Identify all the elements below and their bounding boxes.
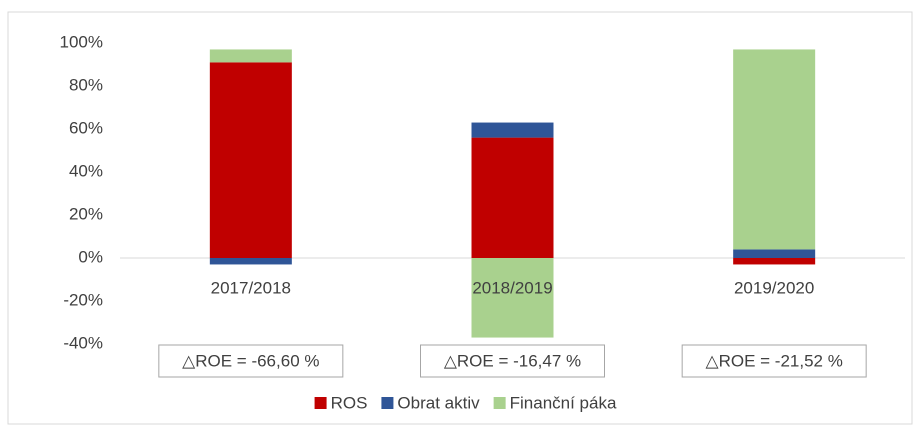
y-tick-label: 20%	[69, 204, 103, 223]
bar-segment	[471, 122, 554, 138]
legend-swatch	[381, 397, 394, 409]
legend-swatch	[314, 397, 327, 409]
bar-segment	[471, 258, 554, 338]
y-tick-label: 60%	[69, 118, 103, 137]
bar-segment	[733, 258, 816, 265]
legend-label: ROS	[331, 393, 368, 412]
y-tick-label: 0%	[78, 247, 103, 266]
bar-segment	[733, 249, 816, 258]
y-tick-label: -40%	[63, 333, 103, 352]
legend-label: Obrat aktiv	[397, 393, 480, 412]
annotation-box	[681, 344, 867, 378]
y-tick-label: 80%	[69, 75, 103, 94]
bar-segment	[209, 49, 292, 63]
annotation-box	[158, 344, 344, 378]
x-tick-label: 2019/2020	[734, 278, 814, 297]
legend-swatch	[493, 397, 506, 409]
bar-segment	[209, 62, 292, 258]
annotation: △ROE = -16,47 %	[444, 351, 581, 370]
annotation-box	[420, 344, 605, 378]
bar-segment	[471, 137, 554, 258]
legend-label: Finanční páka	[510, 393, 617, 412]
y-tick-label: -20%	[63, 290, 103, 309]
y-tick-label: 100%	[60, 32, 103, 51]
y-tick-label: 40%	[69, 161, 103, 180]
x-tick-label: 2017/2018	[211, 278, 291, 297]
bar-segment	[209, 258, 292, 265]
bar-segment	[733, 49, 816, 250]
x-tick-label: 2018/2019	[472, 278, 552, 297]
annotation: △ROE = -66,60 %	[182, 351, 319, 370]
annotation: △ROE = -21,52 %	[706, 351, 843, 370]
